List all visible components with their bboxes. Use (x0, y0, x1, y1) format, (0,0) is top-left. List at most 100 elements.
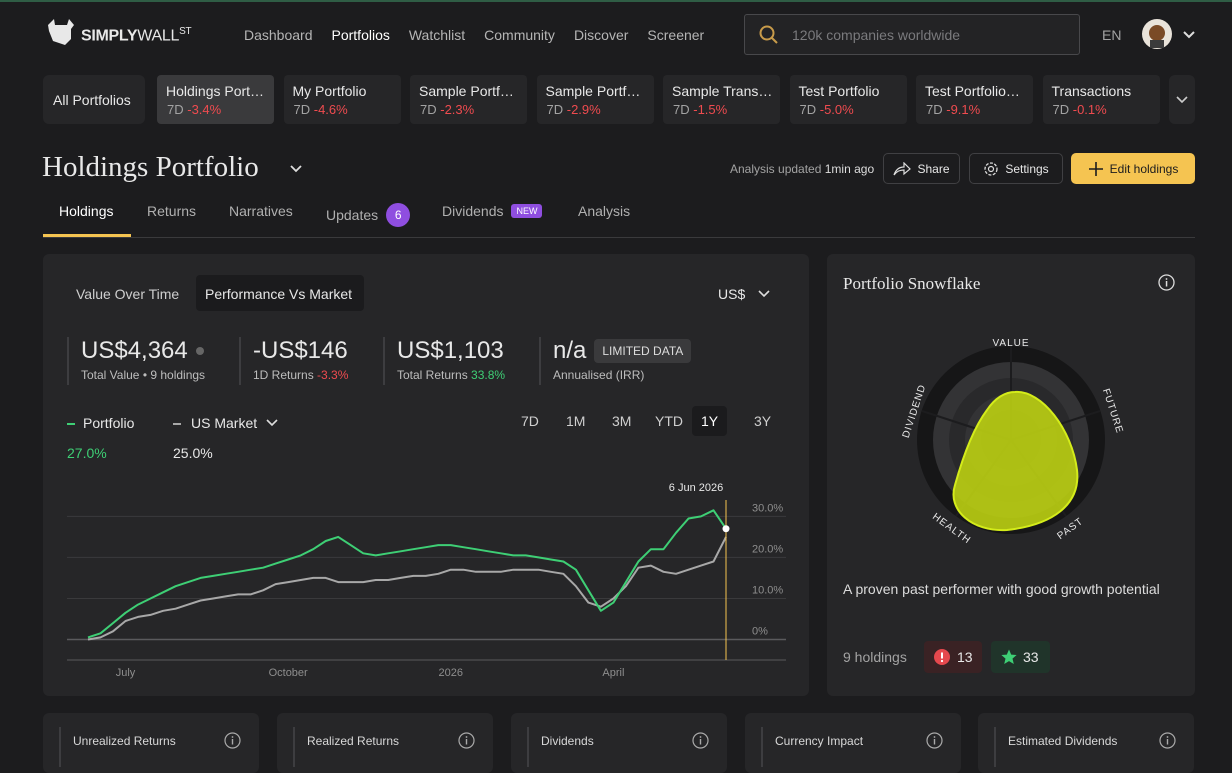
all-portfolios-tab[interactable]: All Portfolios (43, 75, 145, 124)
portfolio-name: Test Portfolio… (925, 83, 1020, 99)
period: 7D (673, 102, 690, 117)
portfolio-tab[interactable]: Sample Portf… 7D -2.9% (536, 75, 654, 124)
edit-label: Edit holdings (1109, 161, 1179, 176)
summary-card: Currency Impact (745, 713, 961, 773)
language[interactable]: EN (1102, 27, 1122, 43)
stat-value: -US$146 (253, 337, 348, 365)
portfolio-change: 7D -2.3% (420, 102, 474, 117)
info-icon[interactable] (692, 732, 709, 749)
stat-number: US$1,103 (397, 337, 504, 364)
stat-number: n/a (553, 337, 587, 364)
search-box[interactable]: 120k companies worldwide (744, 14, 1080, 55)
portfolio-change: 7D -4.6% (294, 102, 348, 117)
search-placeholder: 120k companies worldwide (792, 27, 961, 43)
period: 7D (926, 102, 943, 117)
legend-market[interactable]: US Market (173, 415, 279, 431)
stat-value: US$1,103 (397, 337, 504, 365)
updated-label: Analysis updated (730, 162, 822, 176)
holdings-count: 9 holdings (843, 649, 907, 665)
toggle-performance[interactable]: Performance Vs Market (196, 275, 364, 311)
search-icon (759, 25, 778, 44)
stat-number: US$4,364 (81, 337, 188, 364)
edit-holdings-button[interactable]: Edit holdings (1071, 153, 1195, 184)
info-icon[interactable] (458, 732, 475, 749)
stat-value: n/a LIMITED DATA (553, 337, 692, 365)
share-label: Share (917, 161, 950, 176)
period-button[interactable]: 3M (603, 406, 640, 436)
period-button[interactable]: YTD (646, 406, 692, 436)
chevron (1176, 96, 1188, 104)
currency-select[interactable]: US$ (718, 286, 771, 302)
section-tab[interactable]: Updates 6 (326, 203, 411, 227)
settings-button[interactable]: Settings (969, 153, 1063, 184)
section-tab[interactable]: Returns (147, 203, 196, 219)
period-button[interactable]: 1Y (692, 406, 728, 436)
nav-link[interactable]: Portfolios (331, 27, 390, 43)
tab-label: Holdings (59, 203, 114, 219)
period-label: 3M (612, 413, 632, 429)
axis-label: VALUE (992, 338, 1029, 349)
period: 7D (1052, 102, 1070, 117)
nav-link[interactable]: Discover (573, 27, 629, 43)
portfolio-name: My Portfolio (292, 83, 367, 99)
stat-change: -3.3% (317, 368, 349, 382)
period: 7D (420, 102, 437, 117)
info-icon[interactable] (1159, 732, 1176, 749)
nav-link[interactable]: Watchlist (408, 27, 466, 43)
warning-icon (934, 649, 950, 665)
portfolio-change: 7D -2.9% (547, 102, 601, 117)
change: -2.9% (566, 102, 601, 117)
title-dropdown[interactable] (289, 163, 303, 175)
change: -2.3% (440, 102, 475, 117)
section-tab[interactable]: Narratives (229, 203, 293, 219)
snowflake-shape (952, 390, 1079, 532)
plus-icon (1088, 161, 1103, 176)
portfolio-tab[interactable]: Transactions 7D -0.1% (1042, 75, 1160, 124)
tabs-divider (43, 237, 1195, 238)
info-icon[interactable] (224, 732, 241, 749)
more-portfolios[interactable] (1169, 75, 1195, 124)
tab-label: Narratives (229, 203, 293, 219)
change: -5.0% (819, 102, 854, 117)
section-tab[interactable]: Holdings (59, 203, 113, 219)
change: -9.1% (946, 102, 981, 117)
stat-divider (383, 337, 385, 385)
nav-link[interactable]: Dashboard (244, 27, 313, 43)
rewards-count: 33 (1023, 649, 1039, 665)
logo[interactable]: SIMPLYWALLST (81, 26, 192, 45)
period-button[interactable]: 1M (557, 406, 594, 436)
info-icon[interactable] (926, 732, 943, 749)
legend-label: US Market (191, 415, 258, 431)
portfolio-tab[interactable]: Sample Portf… 7D -2.3% (410, 75, 527, 124)
rewards-badge[interactable]: 33 (991, 641, 1050, 673)
avatar-menu[interactable] (1141, 18, 1197, 50)
legend-value: 25.0% (173, 445, 213, 461)
nav-link[interactable]: Screener (647, 27, 705, 43)
portfolio-tab[interactable]: Test Portfolio 7D -5.0% (789, 75, 907, 124)
portfolio-name: Sample Portf… (419, 83, 514, 99)
stat-label: Annualised (IRR) (553, 368, 644, 382)
period-button[interactable]: 3Y (745, 406, 780, 436)
stat-caption: Total Returns (397, 368, 468, 382)
share-button[interactable]: Share (883, 153, 960, 184)
section-tab[interactable]: Dividends NEW (442, 203, 543, 219)
period-button[interactable]: 7D (512, 406, 548, 436)
warnings-badge[interactable]: 13 (924, 641, 982, 673)
portfolio-tab[interactable]: Sample Trans… 7D -1.5% (663, 75, 780, 124)
portfolio-change: 7D -3.4% (167, 102, 221, 117)
performance-card (43, 254, 809, 696)
portfolio-tab[interactable]: Test Portfolio… 7D -9.1% (916, 75, 1033, 124)
legend-portfolio[interactable]: Portfolio (67, 415, 134, 431)
chevron (266, 419, 278, 427)
section-tab[interactable]: Analysis (578, 203, 630, 219)
portfolio-name: Holdings Port… (166, 83, 265, 99)
toggle-value-over-time[interactable]: Value Over Time (76, 286, 180, 302)
portfolio-tab[interactable]: Holdings Port… 7D -3.4% (157, 75, 274, 124)
card-accent (59, 727, 61, 767)
portfolio-name: Transactions (1051, 83, 1132, 99)
info-icon[interactable] (1158, 274, 1175, 291)
portfolio-tab[interactable]: My Portfolio 7D -4.6% (283, 75, 401, 124)
summary-card: Realized Returns (277, 713, 493, 773)
nav-link[interactable]: Community (484, 27, 555, 43)
